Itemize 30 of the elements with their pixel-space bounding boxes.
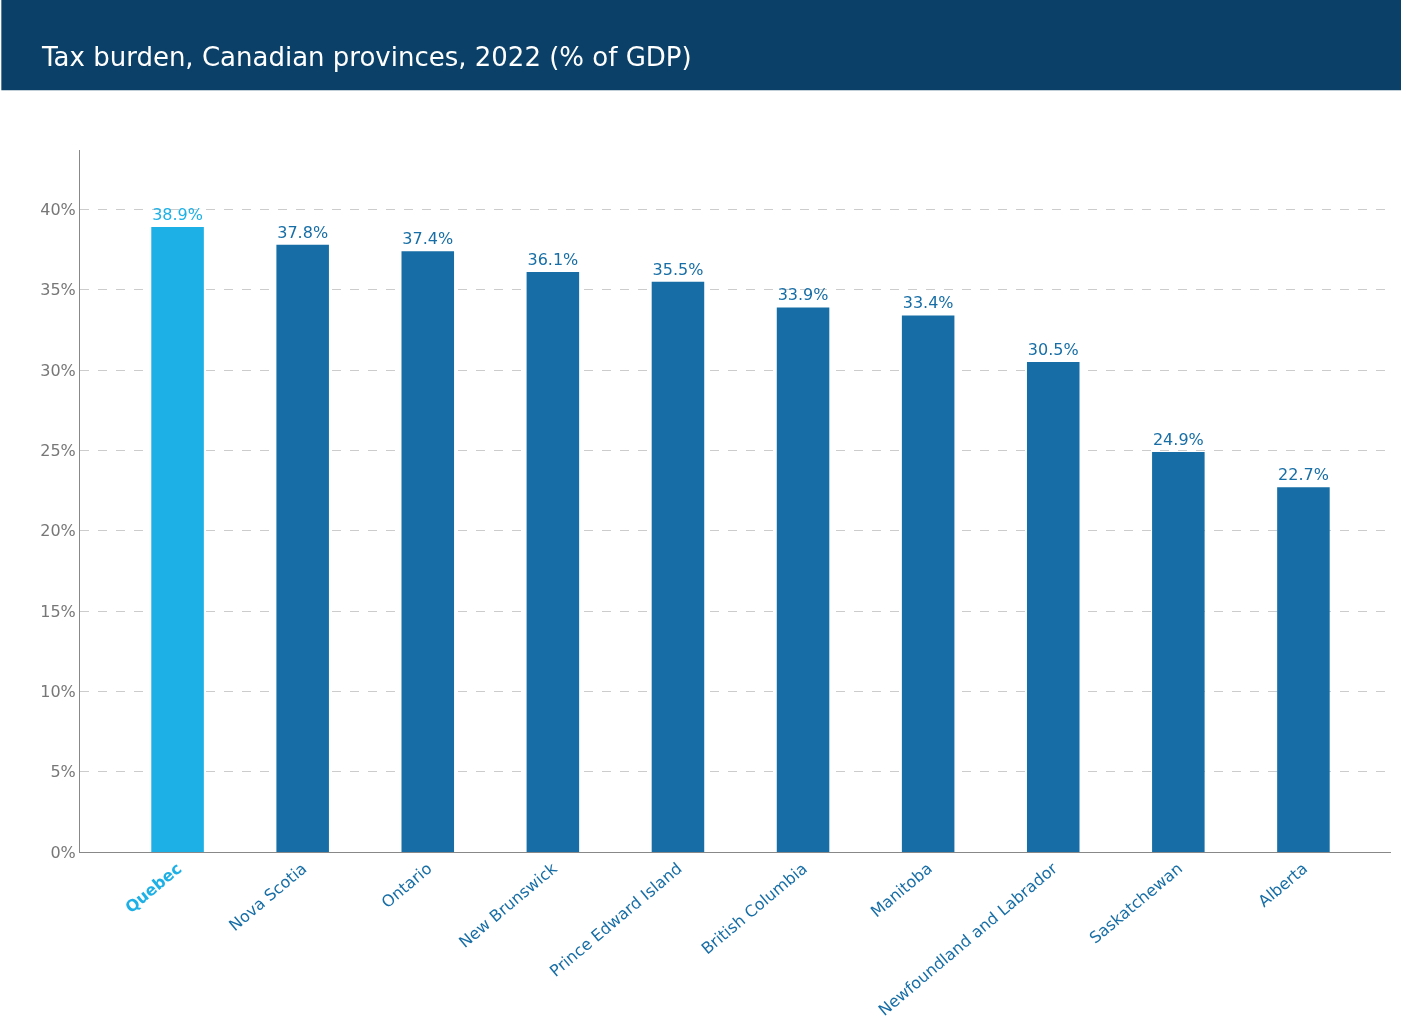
y-tick-label: 5% — [50, 762, 76, 782]
bar — [901, 315, 955, 852]
data-label: 33.9% — [777, 285, 829, 305]
y-tick-label: 10% — [40, 681, 76, 701]
bar — [526, 272, 580, 852]
bar — [651, 281, 705, 852]
bar — [276, 244, 329, 852]
y-tick-label: 15% — [40, 601, 76, 621]
bar — [151, 227, 204, 852]
data-label: 37.8% — [277, 222, 329, 242]
y-tick-label: 0% — [50, 842, 76, 862]
y-tick-label: 40% — [40, 200, 76, 220]
data-label: 35.5% — [652, 259, 704, 279]
data-label: 38.9% — [152, 205, 203, 225]
y-tick-label: 25% — [40, 441, 76, 460]
data-label: 36.1% — [527, 250, 579, 270]
y-tick-label: 35% — [40, 280, 76, 300]
bar — [1277, 487, 1330, 852]
y-tick-label: 30% — [40, 360, 76, 380]
bar — [776, 307, 830, 852]
bar — [1026, 362, 1080, 852]
data-label: 24.9% — [1152, 430, 1204, 449]
bar — [1152, 452, 1205, 852]
y-tick-label: 20% — [40, 521, 76, 541]
data-label: 37.4% — [402, 229, 454, 249]
bar — [401, 251, 455, 852]
chart-title: Tax burden, Canadian provinces, 2022 (% of GDP) — [41, 41, 692, 72]
data-label: 33.4% — [902, 293, 954, 313]
data-label: 30.5% — [1027, 340, 1079, 360]
data-label: 22.7% — [1278, 465, 1329, 485]
